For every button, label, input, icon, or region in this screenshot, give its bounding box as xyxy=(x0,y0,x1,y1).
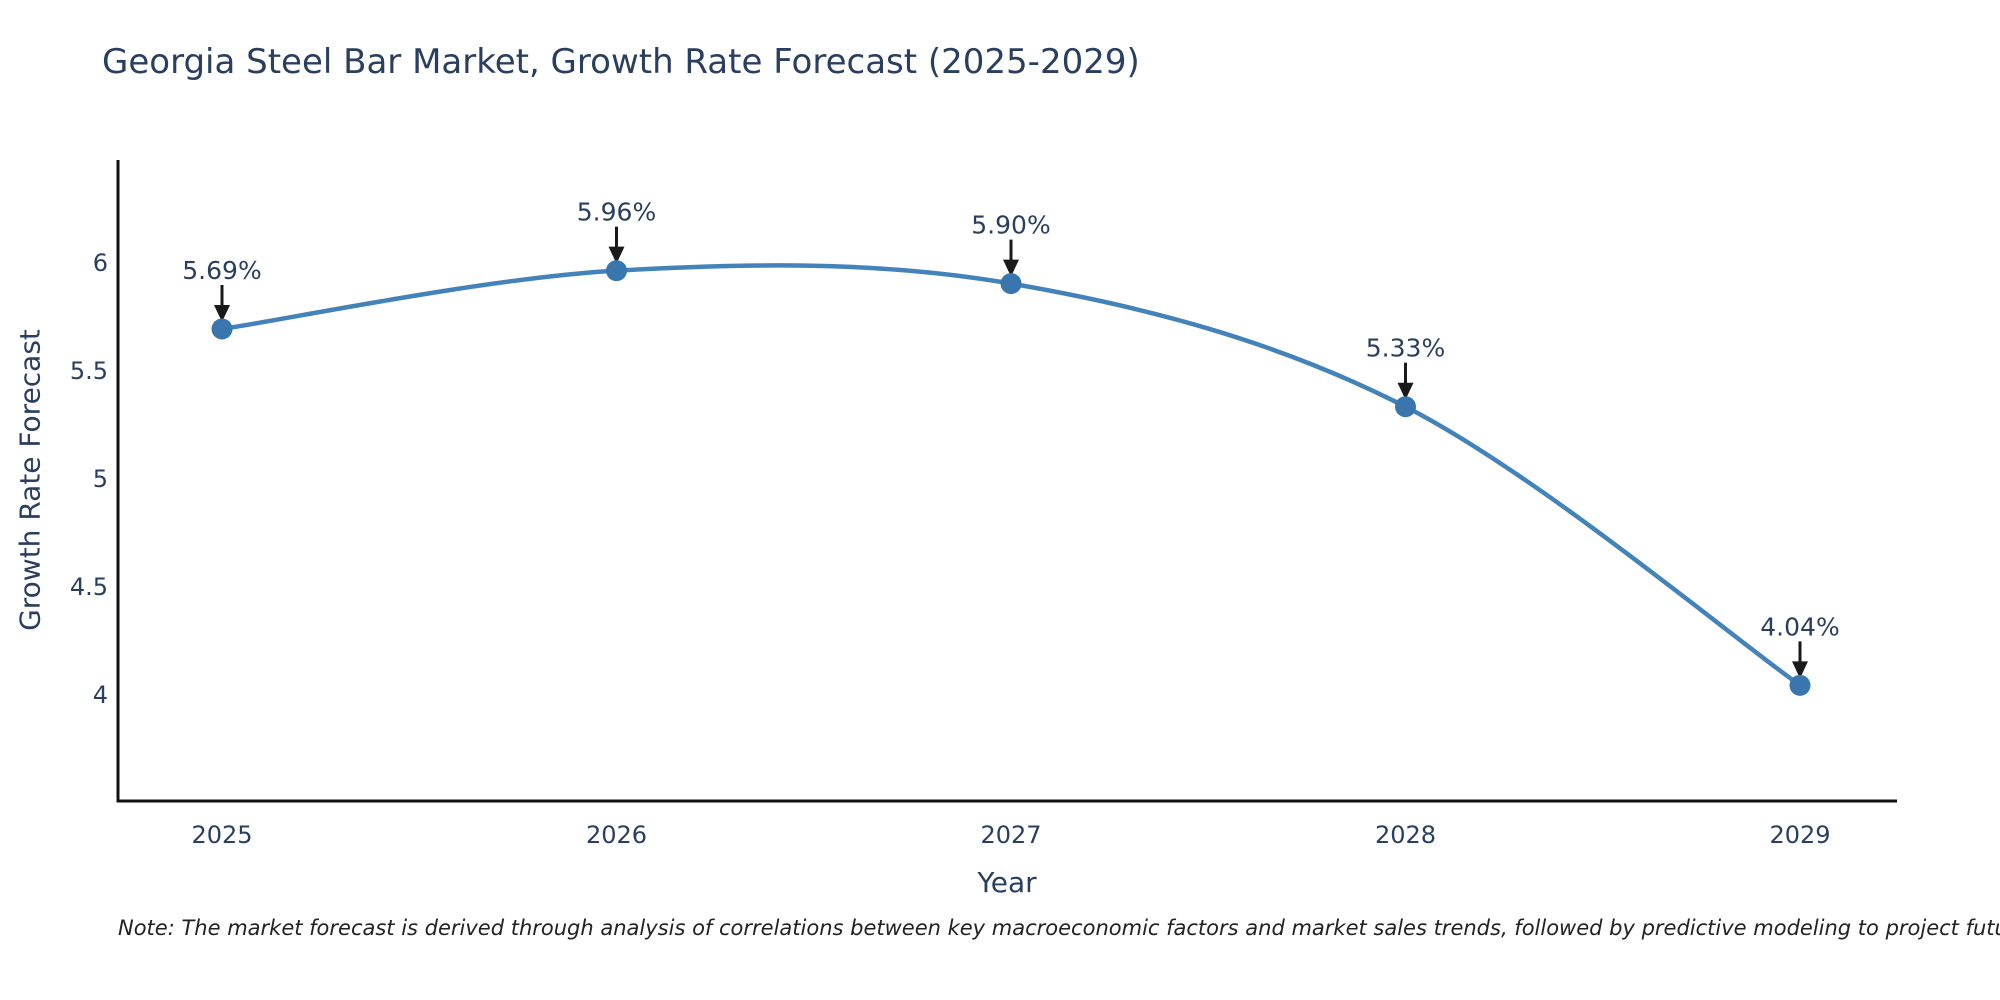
point-label-2029: 4.04% xyxy=(1760,612,1839,641)
x-tick-label-2027: 2027 xyxy=(980,821,1041,849)
x-tick-label-2029: 2029 xyxy=(1769,821,1830,849)
x-tick-label-2028: 2028 xyxy=(1375,821,1436,849)
data-point-2028[interactable] xyxy=(1395,396,1416,418)
annotation-arrowhead-2029 xyxy=(1792,661,1808,679)
y-tick-label-5: 5 xyxy=(93,465,108,493)
x-axis-title: Year xyxy=(977,866,1037,899)
forecast-line xyxy=(219,263,1803,688)
annotation-arrowhead-2026 xyxy=(608,246,625,264)
data-point-2025[interactable] xyxy=(211,318,233,340)
x-tick-label-2026: 2026 xyxy=(586,821,647,849)
point-label-2027: 5.90% xyxy=(971,211,1050,240)
point-label-2025: 5.69% xyxy=(182,256,261,285)
data-point-2029[interactable] xyxy=(1789,674,1811,696)
chart-title: Georgia Steel Bar Market, Growth Rate Fo… xyxy=(102,42,1140,82)
y-tick-label-4: 4 xyxy=(93,681,108,709)
y-tick-label-6: 6 xyxy=(93,249,108,277)
y-tick-label-4.5: 4.5 xyxy=(70,573,108,601)
annotation-arrowhead-2028 xyxy=(1397,382,1414,400)
data-point-2027[interactable] xyxy=(1000,273,1022,295)
footnote: Note: The market forecast is derived thr… xyxy=(118,916,2000,940)
annotation-arrowhead-2025 xyxy=(214,304,230,322)
y-axis-title: Growth Rate Forecast xyxy=(13,329,47,631)
y-tick-label-5.5: 5.5 xyxy=(70,357,108,385)
point-label-2028: 5.33% xyxy=(1366,334,1445,363)
annotation-arrowhead-2027 xyxy=(1003,259,1019,277)
x-tick-label-2025: 2025 xyxy=(191,821,252,849)
data-point-2026[interactable] xyxy=(606,260,627,282)
point-label-2026: 5.96% xyxy=(577,198,656,227)
